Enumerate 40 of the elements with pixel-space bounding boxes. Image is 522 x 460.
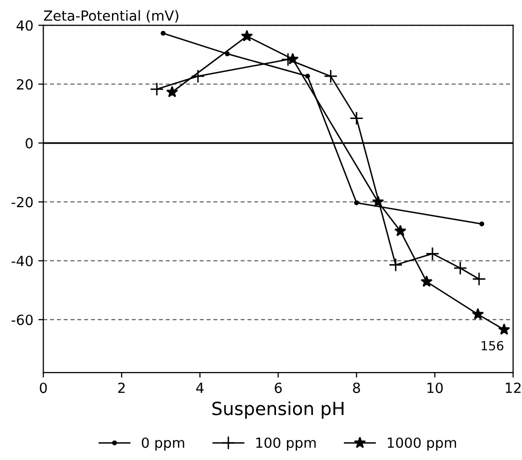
point xyxy=(240,30,253,42)
point xyxy=(324,69,338,84)
point xyxy=(388,258,403,272)
point xyxy=(394,224,406,236)
x-tick-label: 4 xyxy=(196,382,204,393)
y-tick-label: -40 xyxy=(12,256,33,266)
annotation: 156 xyxy=(482,340,504,350)
x-tick-label: 10 xyxy=(428,382,443,394)
point xyxy=(472,308,484,320)
y-tick-label: 40 xyxy=(16,20,33,31)
x-tick-label: 2 xyxy=(118,382,125,393)
legend-label: 1000 ppm xyxy=(388,437,456,451)
point xyxy=(286,52,299,64)
x-tick-label: 0 xyxy=(40,382,47,394)
y-tick-label: 0 xyxy=(26,138,33,149)
point xyxy=(224,51,230,56)
point xyxy=(453,261,468,276)
point xyxy=(166,86,178,98)
point xyxy=(191,69,205,84)
y-tick-label: -20 xyxy=(12,196,33,208)
y-tick-label: -60 xyxy=(12,314,33,326)
point xyxy=(498,323,510,335)
point xyxy=(479,222,484,226)
point xyxy=(160,30,166,36)
point xyxy=(420,275,433,287)
point xyxy=(150,82,164,96)
legend-label: 0 ppm xyxy=(142,437,184,451)
y-axis-title: Zeta-Potential (mV) xyxy=(44,10,178,23)
y-tick-label: 20 xyxy=(16,79,33,90)
point xyxy=(472,272,486,286)
x-tick-label: 8 xyxy=(353,382,360,394)
legend-label: 100 ppm xyxy=(256,437,316,451)
x-tick-label: 6 xyxy=(274,382,282,394)
point xyxy=(354,200,359,206)
x-axis-title: Suspension pH xyxy=(212,401,344,419)
point xyxy=(426,246,440,261)
x-tick-label: 12 xyxy=(506,382,521,393)
point xyxy=(372,196,384,208)
point xyxy=(305,74,310,79)
point xyxy=(350,111,364,126)
